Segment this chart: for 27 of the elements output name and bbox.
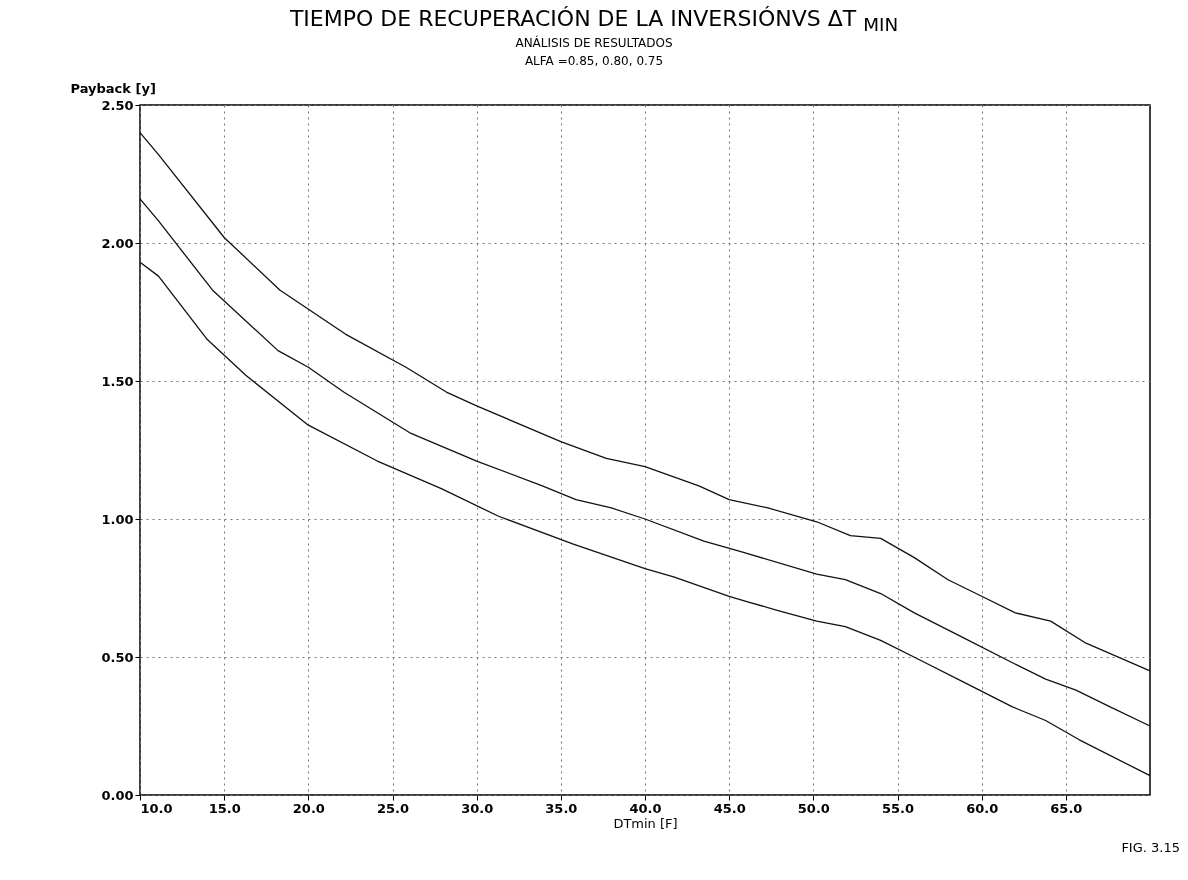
y-tick-label: 1.50	[101, 373, 134, 389]
x-tick-label: 20.0	[292, 800, 325, 816]
x-tick-label: 40.0	[629, 800, 662, 816]
x-tick-label: 50.0	[797, 800, 830, 816]
chart-subtitle: ANÁLISIS DE RESULTADOS	[514, 36, 674, 50]
x-tick-label: 15.0	[208, 800, 241, 816]
text: ALFA =0.85, 0.80, 0.75	[523, 54, 665, 68]
y-tick-label: 1.00	[101, 511, 134, 527]
line-series	[139, 198, 1151, 727]
x-tick-label: 25.0	[376, 800, 410, 816]
chart-title: TIEMPO DE RECUPERACIÓN DE LA INVERSIÓNVS ΔT $_{MIN}$	[288, 6, 900, 36]
x-tick-label: 30.0	[461, 800, 494, 816]
y-tick-label: 0.50	[101, 649, 134, 665]
x-tick-label: 55.0	[881, 800, 915, 816]
y-axis-title: Payback [y]	[70, 80, 156, 96]
x-tick-label: 60.0	[966, 800, 999, 816]
y-tick-label: 0.00	[101, 787, 134, 803]
line-series	[139, 261, 1151, 777]
x-axis-title: DTmin [F]	[613, 815, 678, 831]
caption: FIG. 3.15	[1121, 840, 1180, 855]
x-tick-label: 10.0	[140, 800, 173, 816]
x-tick-label: 65.0	[1050, 800, 1083, 816]
y-tick-label: 2.50	[101, 97, 134, 113]
x-tick-label: 45.0	[713, 800, 746, 816]
line-series	[139, 131, 1151, 672]
y-tick-label: 2.00	[101, 235, 134, 251]
x-tick-label: 35.0	[545, 800, 578, 816]
